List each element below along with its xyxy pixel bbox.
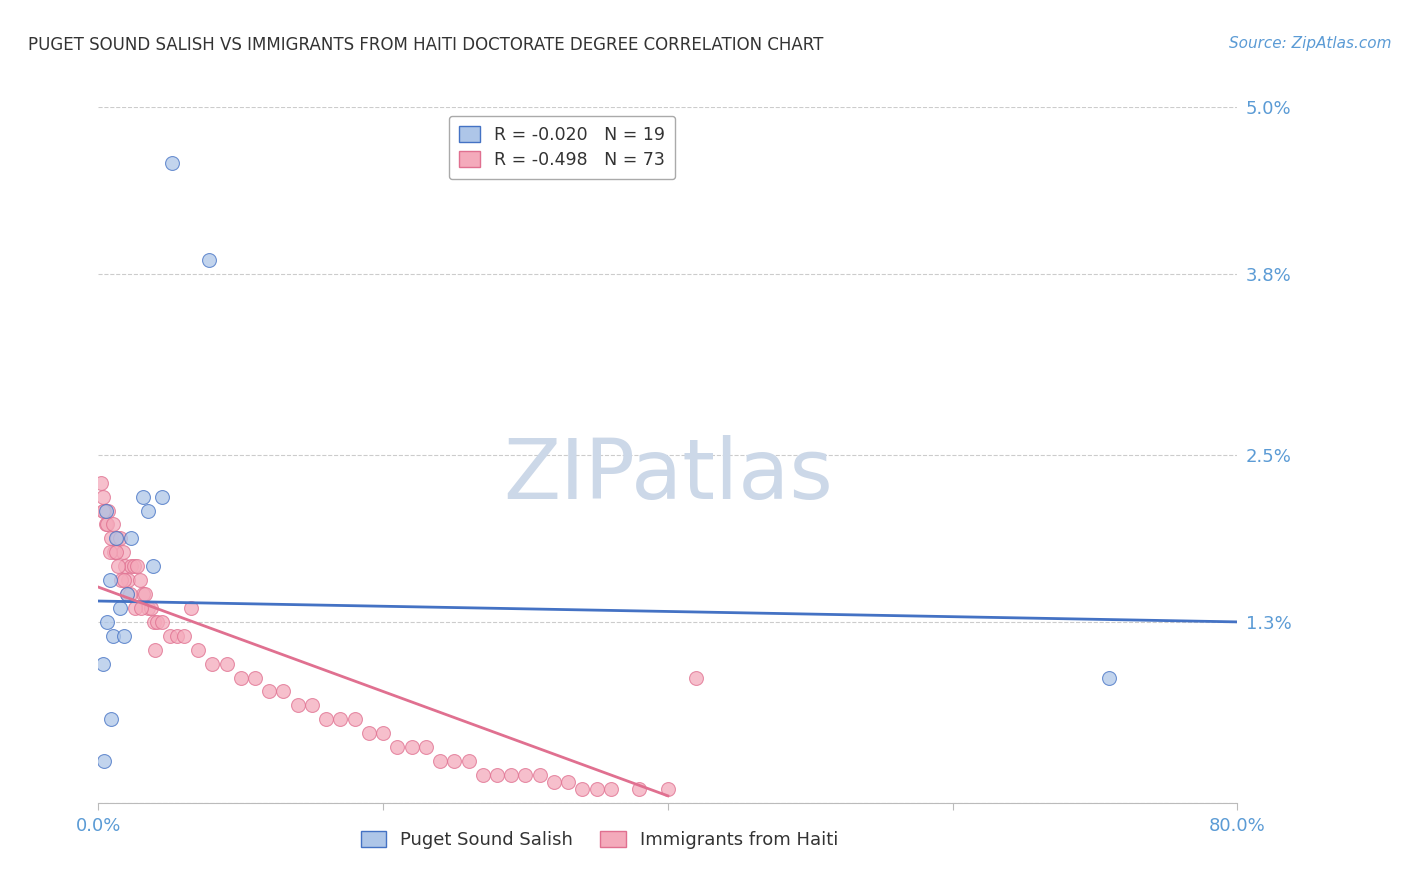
Point <box>93 503 115 517</box>
Point <box>571 781 593 796</box>
Point <box>628 781 651 796</box>
Point <box>97 503 120 517</box>
Point <box>96 615 118 629</box>
Point <box>122 559 145 574</box>
Point <box>198 253 221 268</box>
Point <box>131 587 153 601</box>
Text: ZIPatlas: ZIPatlas <box>503 435 832 516</box>
Point <box>100 532 122 546</box>
Point <box>98 573 121 587</box>
Point <box>93 754 115 768</box>
Point <box>501 768 523 782</box>
Text: Source: ZipAtlas.com: Source: ZipAtlas.com <box>1229 36 1392 51</box>
Point <box>415 740 437 755</box>
Point <box>117 573 139 587</box>
Point <box>343 712 366 726</box>
Point <box>315 712 337 726</box>
Point <box>201 657 224 671</box>
Point <box>141 559 163 574</box>
Point <box>180 601 202 615</box>
Point <box>287 698 309 713</box>
Point <box>112 573 135 587</box>
Point <box>585 781 607 796</box>
Point <box>91 657 114 671</box>
Point <box>142 615 165 629</box>
Point <box>136 601 159 615</box>
Point <box>120 532 142 546</box>
Point <box>152 615 174 629</box>
Text: PUGET SOUND SALISH VS IMMIGRANTS FROM HAITI DOCTORATE DEGREE CORRELATION CHART: PUGET SOUND SALISH VS IMMIGRANTS FROM HA… <box>28 36 824 54</box>
Point <box>128 573 150 587</box>
Point <box>105 532 128 546</box>
Point <box>387 740 409 755</box>
Point <box>90 475 112 490</box>
Point <box>273 684 295 698</box>
Point <box>443 754 465 768</box>
Point <box>543 775 565 789</box>
Point <box>120 559 142 574</box>
Point <box>166 629 188 643</box>
Point <box>146 615 169 629</box>
Point <box>107 559 129 574</box>
Point <box>104 545 127 559</box>
Point <box>162 155 184 169</box>
Point <box>486 768 509 782</box>
Point <box>104 532 127 546</box>
Point <box>159 629 181 643</box>
Point <box>98 545 121 559</box>
Point <box>685 671 707 685</box>
Point <box>125 559 148 574</box>
Point <box>108 601 131 615</box>
Point <box>115 587 138 601</box>
Point <box>124 601 146 615</box>
Point <box>93 503 115 517</box>
Point <box>115 587 138 601</box>
Point <box>371 726 394 740</box>
Point <box>259 684 281 698</box>
Point <box>134 587 156 601</box>
Point <box>91 490 114 504</box>
Point <box>94 503 117 517</box>
Point <box>118 587 141 601</box>
Point <box>301 698 323 713</box>
Point <box>101 517 124 532</box>
Point <box>600 781 623 796</box>
Point <box>215 657 238 671</box>
Point <box>110 573 132 587</box>
Point <box>557 775 579 789</box>
Point <box>112 629 135 643</box>
Point <box>152 490 174 504</box>
Point <box>1098 671 1121 685</box>
Point <box>401 740 423 755</box>
Point <box>471 768 494 782</box>
Point <box>101 629 124 643</box>
Point <box>131 490 153 504</box>
Point <box>100 712 122 726</box>
Point <box>111 545 134 559</box>
Point <box>108 532 131 546</box>
Point <box>187 642 209 657</box>
Point <box>136 503 159 517</box>
Point <box>243 671 266 685</box>
Point <box>145 642 167 657</box>
Point <box>139 601 162 615</box>
Point <box>94 517 117 532</box>
Point <box>103 545 125 559</box>
Point <box>229 671 252 685</box>
Point <box>114 559 136 574</box>
Point <box>173 629 195 643</box>
Point <box>129 601 152 615</box>
Point <box>357 726 380 740</box>
Point <box>529 768 551 782</box>
Legend: Puget Sound Salish, Immigrants from Haiti: Puget Sound Salish, Immigrants from Hait… <box>353 823 845 856</box>
Point <box>457 754 479 768</box>
Point <box>515 768 537 782</box>
Point <box>96 517 118 532</box>
Point <box>429 754 451 768</box>
Point <box>657 781 679 796</box>
Point <box>329 712 352 726</box>
